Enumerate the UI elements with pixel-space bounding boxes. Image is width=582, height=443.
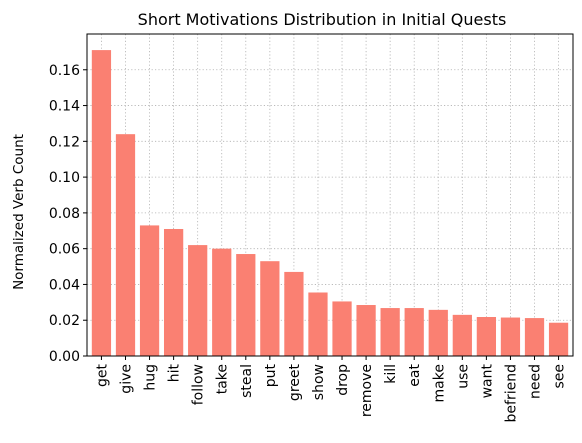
x-tick-label-take: take (215, 364, 231, 394)
bar-use (452, 314, 472, 356)
y-tick-label: 0.14 (49, 99, 80, 115)
bar-put (260, 261, 280, 356)
y-tick-label: 0.04 (49, 277, 80, 293)
x-tick-label-eat: eat (407, 363, 423, 386)
x-tick-label-kill: kill (383, 364, 399, 384)
x-tick-label-drop: drop (335, 364, 351, 396)
bar-need (524, 318, 545, 356)
plot-area-frame (86, 33, 574, 357)
bar-remove (356, 305, 376, 356)
y-axis-label: Normalized Verb Count (11, 134, 27, 290)
bar-see (548, 322, 569, 356)
y-tick-label: 0.08 (49, 206, 80, 222)
bar-drop (332, 301, 352, 356)
x-tick-label-befriend: befriend (503, 364, 519, 422)
x-tick-label-make: make (431, 364, 447, 402)
y-tick-label: 0.12 (49, 134, 80, 150)
bar-follow (188, 245, 208, 356)
bar-steal (236, 254, 256, 356)
y-tick-label: 0.00 (49, 349, 80, 365)
bar-eat (404, 308, 424, 356)
bar-take (212, 248, 232, 356)
grid-lines (87, 34, 573, 357)
x-tick-label-show: show (311, 364, 327, 400)
y-tick-label: 0.10 (49, 170, 80, 186)
x-tick-label-hit: hit (167, 364, 183, 383)
bar-befriend (500, 317, 521, 356)
bar-greet (284, 271, 304, 356)
x-tick-label-give: give (118, 364, 134, 394)
x-tick-label-use: use (455, 364, 471, 389)
x-tick-label-greet: greet (287, 364, 303, 402)
chart-title: Short Motivations Distribution in Initia… (138, 10, 507, 29)
x-tick-label-follow: follow (191, 364, 207, 405)
x-tick-label-hug: hug (143, 364, 159, 391)
bar-want (476, 317, 497, 356)
bar-kill (380, 308, 400, 356)
x-tick-label-steal: steal (239, 364, 255, 398)
x-tick-label-need: need (528, 364, 544, 399)
x-tick-label-put: put (263, 363, 279, 387)
bar-give (115, 134, 136, 356)
bars (91, 50, 569, 356)
bar-make (428, 309, 448, 356)
x-tick-label-get: get (94, 364, 110, 388)
bar-hug (139, 225, 160, 356)
x-tick-label-want: want (479, 364, 495, 399)
y-tick-label: 0.06 (49, 242, 80, 258)
y-tick-label: 0.16 (49, 63, 80, 79)
y-tick-label: 0.02 (49, 313, 80, 329)
x-tick-label-remove: remove (359, 364, 375, 417)
bar-get (91, 50, 112, 356)
bar-hit (163, 228, 184, 356)
x-tick-label-see: see (552, 364, 568, 389)
bar-show (308, 292, 328, 356)
